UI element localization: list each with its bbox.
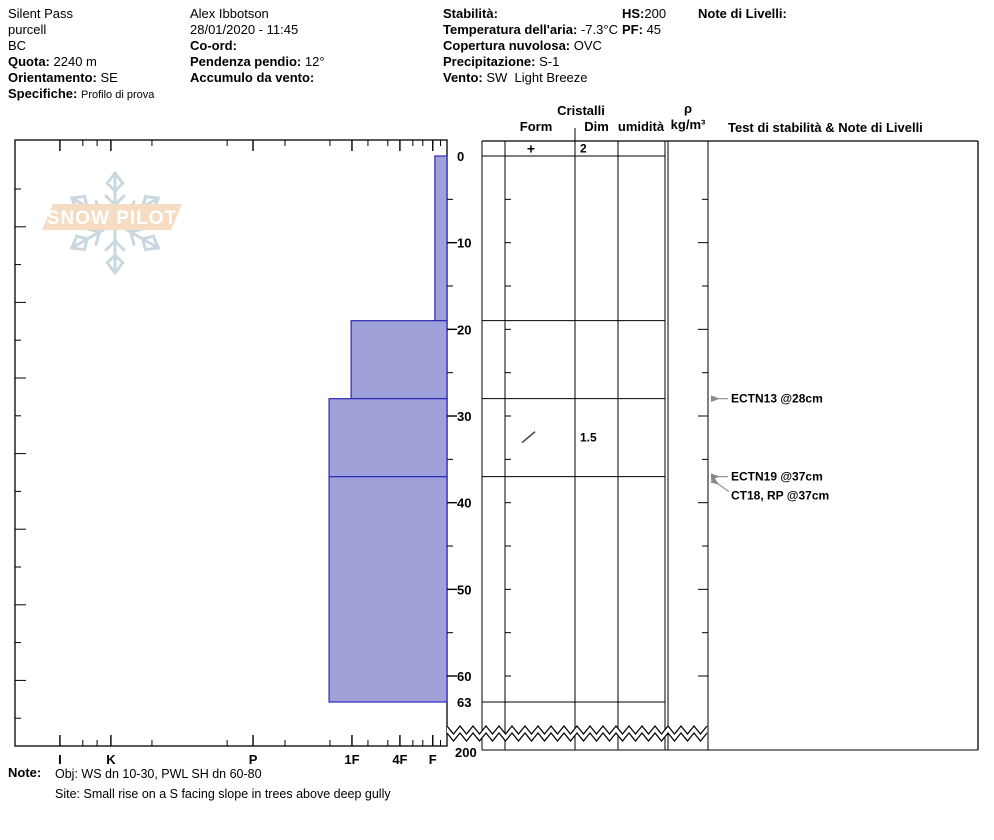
snow-height-line: HS:200 (622, 6, 667, 21)
test-annotation-label: CT18, RP @37cm (731, 489, 829, 503)
logo-snowflake-icon (104, 221, 126, 275)
depth-axis-label: 40 (457, 496, 471, 511)
depth-break-label: 200 (455, 745, 477, 760)
depth-axis-label: 20 (457, 322, 471, 337)
observation-datetime: 28/01/2020 - 11:45 (190, 22, 299, 37)
stability-tests-header: Test di stabilità & Note di Livelli (728, 120, 923, 135)
notes-label: Note: (8, 765, 42, 780)
logo-banner (42, 204, 182, 230)
cristalli-header: Cristalli (557, 103, 605, 118)
snow-layer-bar (328, 398, 448, 478)
coordinates-line: Co-ord: (190, 38, 237, 53)
slope-angle-line: Pendenza pendio: 12° (190, 54, 325, 69)
humidity-column-header: umidità (617, 119, 665, 134)
hardness-axis-label: P (249, 752, 258, 767)
crystal-dim-value: 2 (580, 142, 587, 156)
density-unit-header: kg/m³ (670, 117, 706, 132)
location-region: purcell (8, 22, 47, 37)
sky-cover-line: Copertura nuvolosa: OVC (443, 38, 602, 53)
location-name: Silent Pass (8, 6, 74, 21)
snow-layer-bar (350, 320, 448, 400)
elevation-line: Quota: 2240 m (8, 54, 97, 69)
depth-axis-label: 50 (457, 582, 471, 597)
hardness-axis-label: F (429, 752, 437, 767)
crystal-form-symbol: + (527, 141, 535, 157)
layer-notes-label: Note di Livelli: (698, 6, 787, 21)
test-annotation-arrow (710, 476, 730, 493)
profile-type-line: Specifiche: Profilo di prova (8, 86, 155, 101)
dim-column-header: Dim (584, 119, 609, 134)
hardness-axis-label: K (106, 752, 116, 767)
scale-break-mask (447, 726, 707, 741)
hardness-axis-label: I (58, 752, 62, 767)
wind-line: Vento: SW Light Breeze (443, 70, 588, 85)
crystal-dim-value: 1.5 (580, 431, 597, 445)
scale-break-zigzag (446, 732, 708, 742)
depth-axis-label: 30 (457, 409, 471, 424)
test-annotation-label: ECTN19 @37cm (731, 470, 823, 484)
aspect-line: Orientamento: SE (8, 70, 118, 85)
depth-axis-label: 63 (457, 695, 471, 710)
depth-axis-label: 0 (457, 149, 464, 164)
hardness-axis-label: 1F (344, 752, 359, 767)
note-objective: Obj: WS dn 10-30, PWL SH dn 60-80 (55, 767, 262, 781)
wind-loading-line: Accumulo da vento: (190, 70, 315, 85)
density-symbol-header: ρ (683, 101, 693, 116)
scale-break-zigzag (446, 725, 708, 735)
test-annotation-label: ECTN13 @28cm (731, 392, 823, 406)
snow-layer-bar (434, 155, 448, 322)
observer-name: Alex Ibbotson (190, 6, 269, 21)
depth-axis-label: 60 (457, 669, 471, 684)
logo-snowflake-icon (104, 171, 126, 225)
logo-wordmark: SNOW PILOT (47, 208, 177, 229)
pit-depth-line: PF: 45 (622, 22, 662, 37)
snow-layer-bar (328, 476, 448, 703)
precipitation-line: Precipitazione: S-1 (443, 54, 560, 69)
location-state: BC (8, 38, 27, 53)
air-temperature-line: Temperatura dell'aria: -7.3°C (443, 22, 618, 37)
hardness-axis-label: 4F (392, 752, 407, 767)
stability-line: Stabilità: (443, 6, 498, 21)
depth-axis-label: 10 (457, 236, 471, 251)
crystal-form-symbol (521, 431, 536, 444)
note-site: Site: Small rise on a S facing slope in … (55, 787, 391, 801)
form-column-header: Form (519, 119, 553, 134)
